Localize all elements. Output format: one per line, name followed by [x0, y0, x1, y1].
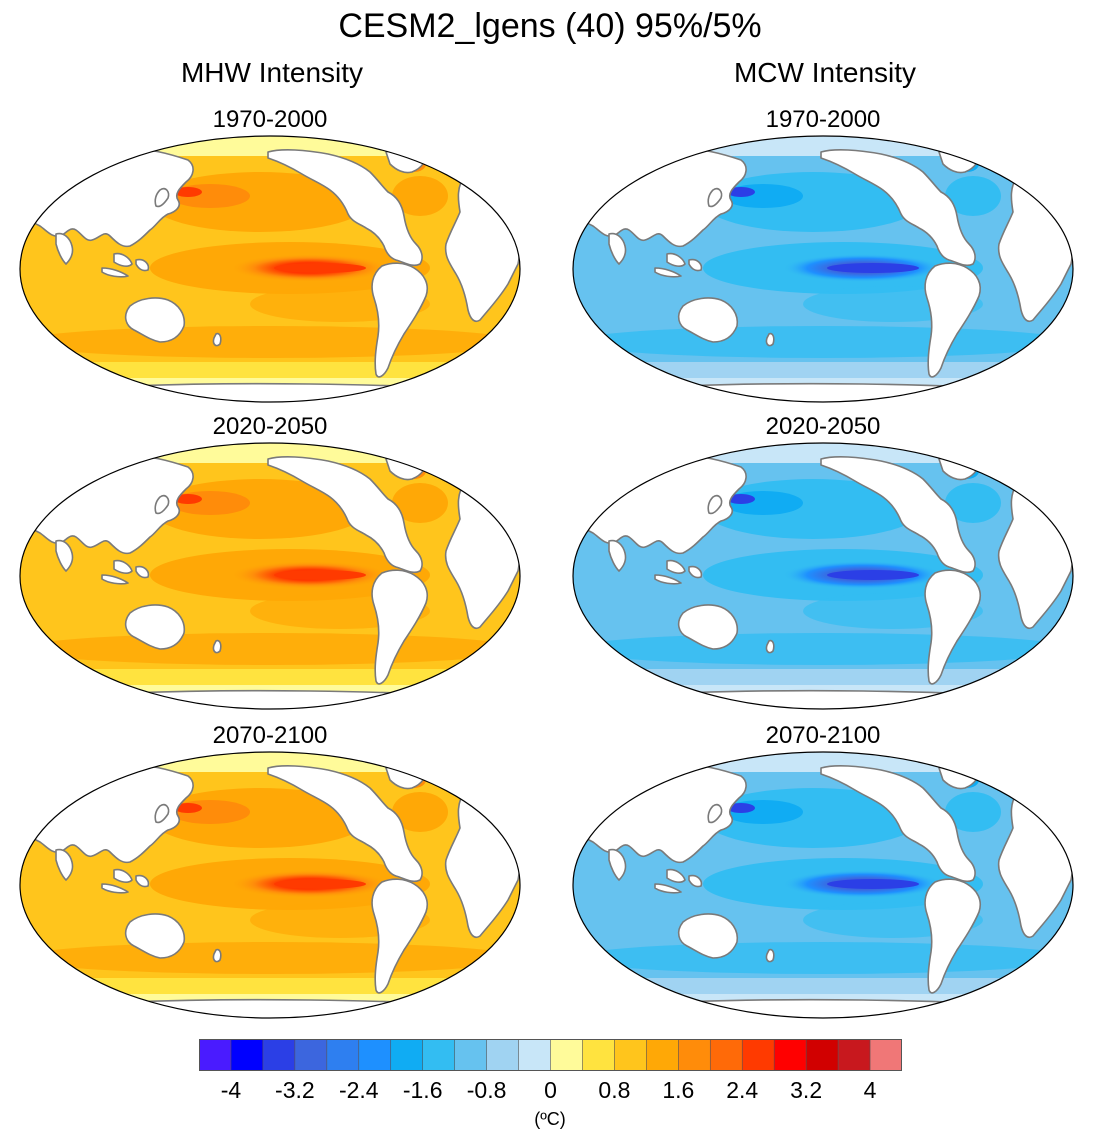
panel-title: 1970-2000 — [765, 106, 881, 133]
colorbar-tick-label: 4 — [863, 1077, 877, 1103]
colorbar-swatch — [870, 1039, 902, 1071]
map-mhw-1970-2000 — [19, 135, 521, 403]
map-panel-mhw-2020-2050: 2020-2050 — [10, 413, 530, 710]
ocean-field — [573, 752, 1073, 1018]
colorbar-swatch — [518, 1039, 551, 1071]
colorbar-swatch — [326, 1039, 360, 1071]
colorbar-units: (ºC) — [534, 1109, 566, 1129]
map-panel-mcw-2020-2050: 2020-2050 — [563, 413, 1083, 710]
map-mcw-2020-2050 — [572, 442, 1074, 710]
colorbar-swatch — [614, 1039, 647, 1071]
column-title-mcw: MCW Intensity — [733, 57, 917, 88]
colorbar-swatch — [358, 1039, 392, 1071]
ocean-field — [573, 136, 1073, 402]
panel-title: 1970-2000 — [212, 106, 328, 133]
colorbar-swatch — [838, 1039, 871, 1071]
ocean-field — [20, 136, 520, 402]
colorbar-swatch — [774, 1039, 807, 1071]
panel-title: 2020-2050 — [212, 413, 328, 440]
map-panel-mhw-1970-2000: 1970-2000 — [10, 106, 530, 403]
map-panel-mcw-2070-2100: 2070-2100 — [563, 722, 1083, 1019]
colorbar-swatch — [550, 1039, 583, 1071]
colorbar-tick-label: -2.4 — [338, 1077, 379, 1103]
colorbar-swatch — [710, 1039, 743, 1071]
colorbar-swatch — [646, 1039, 679, 1071]
colorbar-tick-label: -1.6 — [402, 1077, 443, 1103]
colorbar-swatch — [390, 1039, 423, 1071]
colorbar-swatch — [806, 1039, 839, 1071]
colorbar-swatch — [742, 1039, 775, 1071]
figure-title: CESM2_lgens (40) 95%/5% — [338, 7, 762, 45]
ocean-field — [573, 443, 1073, 709]
panel-title: 2070-2100 — [765, 722, 881, 749]
colorbar-tick-label: -3.2 — [275, 1077, 315, 1103]
colorbar-swatch — [199, 1039, 232, 1071]
colorbar-tick-label: -4 — [220, 1077, 242, 1103]
column-title-mhw: MHW Intensity — [180, 57, 364, 88]
map-panel-mhw-2070-2100: 2070-2100 — [10, 722, 530, 1019]
colorbar — [199, 1039, 902, 1071]
colorbar-swatch — [230, 1039, 264, 1071]
colorbar-tick-label: -0.8 — [466, 1077, 507, 1103]
colorbar-swatch — [454, 1039, 487, 1071]
colorbar-tick-label: 2.4 — [726, 1077, 759, 1103]
map-mhw-2020-2050 — [19, 442, 521, 710]
colorbar-tick-label: 0.8 — [598, 1077, 631, 1103]
panel-title: 2070-2100 — [212, 722, 328, 749]
map-panel-mcw-1970-2000: 1970-2000 — [563, 106, 1083, 403]
ocean-field — [20, 443, 520, 709]
colorbar-swatch — [678, 1039, 711, 1071]
colorbar-tick-label: 3.2 — [790, 1077, 823, 1103]
map-mcw-2070-2100 — [572, 751, 1074, 1019]
colorbar-swatch — [486, 1039, 519, 1071]
colorbar-swatch — [422, 1039, 455, 1071]
map-mcw-1970-2000 — [572, 135, 1074, 403]
ocean-field — [20, 752, 520, 1018]
map-mhw-2070-2100 — [19, 751, 521, 1019]
colorbar-swatch — [262, 1039, 296, 1071]
colorbar-tick-label: 1.6 — [662, 1077, 695, 1103]
colorbar-swatch — [294, 1039, 328, 1071]
panel-title: 2020-2050 — [765, 413, 881, 440]
colorbar-swatch — [582, 1039, 615, 1071]
colorbar-tick-label: 0 — [544, 1077, 557, 1103]
